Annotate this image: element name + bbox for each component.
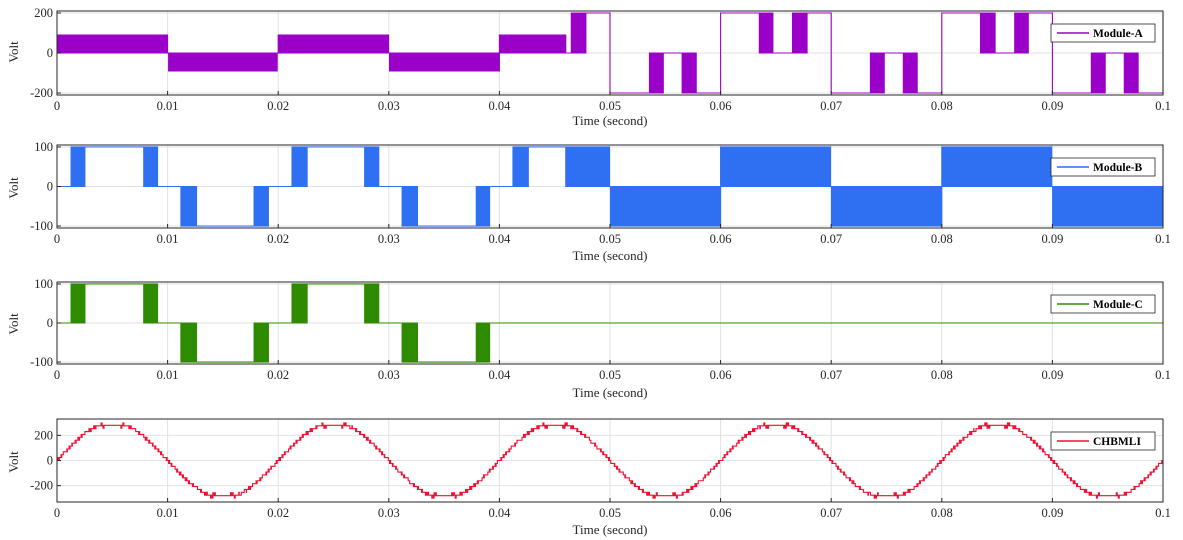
x-tick-label: 0.06 [710,506,732,520]
x-tick-label: 0.08 [931,368,953,382]
x-tick-label: 0 [54,506,60,520]
x-tick-label: 0 [54,232,60,246]
series-line-module-b [57,146,1164,227]
y-tick-label: -200 [30,479,53,493]
series-line-module-c [57,283,1163,363]
y-tick-label: 0 [47,316,53,330]
x-tick-label: 0.06 [710,232,732,246]
series-line-module-a [57,12,1164,94]
y-tick-label: -100 [30,355,53,369]
x-tick-label: 0.09 [1041,368,1063,382]
x-tick-label: 0.1 [1155,506,1171,520]
x-tick-label: 0.03 [378,232,400,246]
x-tick-label: 0.1 [1155,99,1171,113]
x-tick-label: 0.08 [931,506,953,520]
x-tick-label: 0.02 [267,99,289,113]
x-tick-label: 0.08 [931,232,953,246]
x-tick-label: 0.04 [488,506,511,520]
y-axis-label: Volt [6,177,21,199]
y-tick-label: 100 [34,140,53,154]
chart-panel-2: 0 0.01 0.02 0.03 0.04 0.05 0.06 0.07 0.08 0.09 0.1… [6,140,1171,263]
y-axis-label: Volt [6,451,21,473]
x-tick-label: 0.05 [599,506,621,520]
legend-box [1050,294,1156,314]
x-axis-label: Time (second) [573,522,648,537]
x-tick-label: 0.03 [378,368,400,382]
x-tick-label: 0.07 [820,232,842,246]
x-tick-label: 0.01 [157,99,179,113]
y-tick-label: -200 [30,86,53,100]
x-tick-label: 0.01 [157,506,179,520]
legend-entry: Module-C [1093,299,1143,311]
x-tick-label: 0.01 [157,368,179,382]
legend-entry: CHBMLI [1093,436,1141,448]
x-tick-label: 0.04 [488,232,511,246]
x-axis-label: Time (second) [573,248,648,263]
x-tick-label: 0.05 [599,368,621,382]
x-axis-label: Time (second) [573,385,648,400]
x-tick-label: 0.1 [1155,368,1171,382]
x-tick-label: 0.06 [710,99,732,113]
y-tick-label: 0 [47,46,53,60]
y-tick-label: 0 [47,180,53,194]
x-tick-label: 0 [54,368,60,382]
legend-box [1050,431,1156,451]
x-tick-label: 0.07 [820,368,842,382]
x-tick-label: 0 [54,99,60,113]
x-tick-label: 0.05 [599,99,621,113]
x-tick-label: 0.09 [1041,506,1063,520]
chart-panel-1: 0 0.01 0.02 0.03 0.04 0.05 0.06 0.07 0.08 0.09 0.1… [6,6,1171,128]
legend-box [1050,23,1156,43]
x-tick-label: 0.1 [1155,232,1171,246]
y-tick-label: 0 [47,454,53,468]
y-tick-label: 200 [34,6,53,20]
x-tick-label: 0.05 [599,232,621,246]
x-tick-label: 0.02 [267,232,289,246]
x-tick-label: 0.08 [931,99,953,113]
x-tick-label: 0.09 [1041,99,1063,113]
x-tick-label: 0.07 [820,506,842,520]
x-tick-label: 0.03 [378,99,400,113]
x-axis-label: Time (second) [573,113,648,128]
chart-panel-3: 0 0.01 0.02 0.03 0.04 0.05 0.06 0.07 0.08 0.09 0.1… [6,277,1171,400]
x-tick-label: 0.03 [378,506,400,520]
x-tick-label: 0.02 [267,506,289,520]
x-tick-label: 0.09 [1041,232,1063,246]
y-tick-label: 100 [34,277,53,291]
x-tick-label: 0.04 [488,368,511,382]
x-tick-label: 0.04 [488,99,511,113]
legend-entry: Module-A [1093,28,1144,40]
y-axis-label: Volt [6,41,21,63]
legend-entry: Module-B [1093,162,1143,174]
y-tick-label: 200 [34,428,53,442]
chart-panel-4: 0 0.01 0.02 0.03 0.04 0.05 0.06 0.07 0.08 0.09 0.1… [6,418,1171,537]
y-tick-label: -100 [30,219,53,233]
x-tick-label: 0.01 [157,232,179,246]
legend-box [1050,157,1156,177]
x-tick-label: 0.06 [710,368,732,382]
x-tick-label: 0.07 [820,99,842,113]
y-axis-label: Volt [6,313,21,335]
x-tick-label: 0.02 [267,368,289,382]
series-line-chbmli [57,422,1164,499]
